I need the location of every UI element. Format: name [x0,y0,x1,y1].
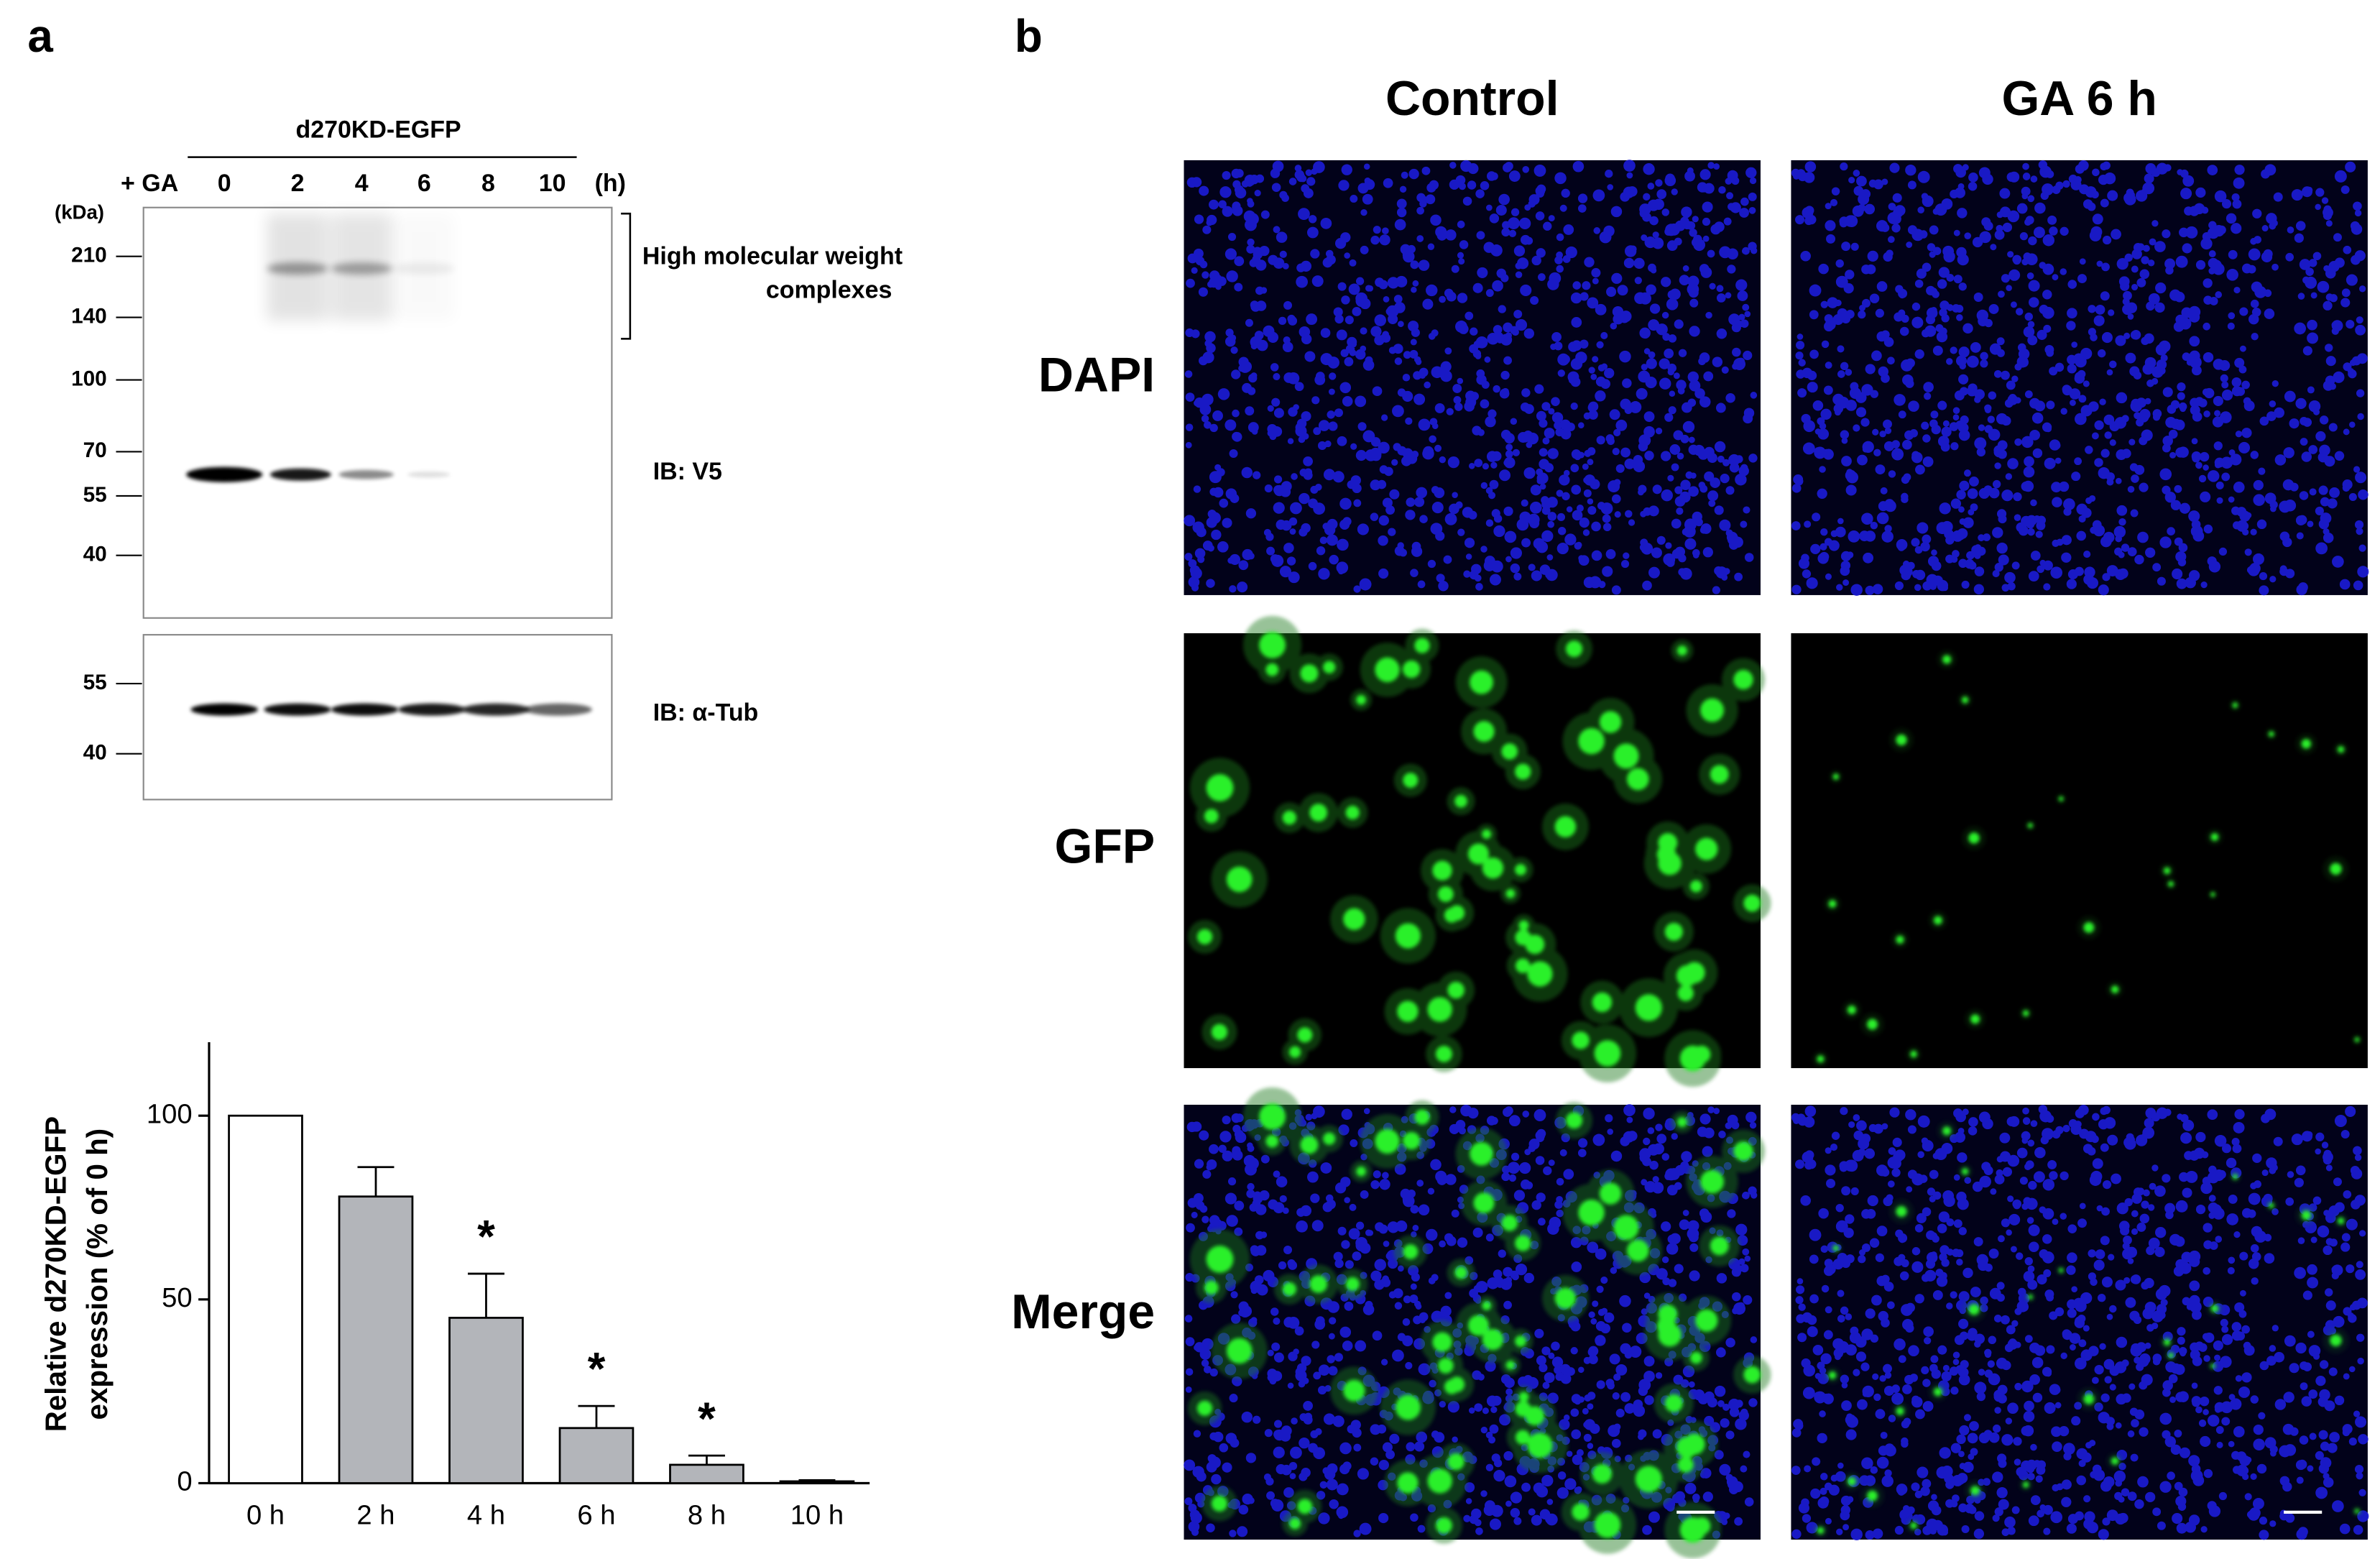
blot-frame [142,634,613,801]
micrograph [1184,160,1761,595]
bar [669,1463,744,1484]
significance: * [698,1393,716,1444]
micrograph [1791,1105,2369,1541]
x-tick-label: 10 h [790,1499,844,1530]
lane-label: 2 [291,170,305,197]
error-bar [468,1272,504,1318]
marker-label: 140 [71,304,107,328]
x-tick-label: 0 h [246,1499,285,1530]
micrograph-background [1791,633,2368,1069]
unit-label: (kDa) [55,201,104,223]
y-tick-label: 50 [162,1282,192,1313]
micrograph [1791,633,2368,1069]
x-tick-label: 8 h [688,1499,726,1530]
treatment-label: + GA [121,170,178,197]
gfp-cells [1196,1103,1761,1543]
panel-label: b [1015,11,1043,62]
smear-band [393,262,455,275]
band [407,471,451,478]
significance: * [588,1343,606,1394]
marker-label: 40 [83,741,107,765]
marker-label: 210 [71,243,107,267]
y-axis-title-line: expression (% of 0 h) [80,1128,114,1420]
band [264,703,331,716]
band [462,703,530,716]
smear-band [331,262,392,275]
row-title: Merge [1011,1285,1155,1339]
marker-label: 40 [83,543,107,566]
nuclei [1184,160,1758,595]
y-axis-title: Relative d270KD-EGFP expression (% of 0 h… [39,1116,113,1432]
x-tick-label: 2 h [356,1499,395,1530]
marker-label: 55 [83,483,107,507]
gfp-cells [1817,655,2360,1063]
x-tick-label: 6 h [577,1499,615,1530]
row-title: DAPI [1038,348,1155,402]
gfp-cells [1196,631,1761,1072]
bar [779,1480,855,1484]
unit-label: (h) [595,170,626,197]
bar [558,1427,635,1484]
micrograph [1184,1087,1771,1559]
band [269,468,331,481]
column-title: GA 6 h [2001,72,2157,126]
band [186,466,263,482]
band [398,703,466,716]
lane-label: 8 [481,170,495,197]
band [331,703,399,716]
lane-label: 0 [218,170,231,197]
nuclei [1184,1104,1758,1540]
error-bar [798,1479,836,1481]
y-tick-label: 0 [177,1466,192,1497]
gfp-cells [1817,1126,2360,1535]
lane-label: 10 [539,170,566,197]
column-title: Control [1385,72,1559,126]
probe-label: IB: V5 [653,458,722,485]
significance: * [477,1211,495,1262]
marker-label: 70 [83,438,107,462]
probe-label: IB: α-Tub [653,699,759,727]
micrograph [1791,160,2369,596]
construct-label: d270KD-EGFP [296,116,461,144]
y-tick-label: 100 [147,1098,193,1129]
band [338,469,394,479]
lane-label: 4 [355,170,369,197]
error-bar [688,1454,725,1465]
smear-band [267,262,328,275]
marker-label: 100 [71,367,107,390]
bracket [621,212,632,340]
x-tick-label: 4 h [467,1499,505,1530]
y-axis-title-line: Relative d270KD-EGFP [39,1116,72,1432]
micrograph [1184,615,1771,1087]
lane-label: 6 [418,170,431,197]
error-bar [578,1404,615,1428]
nuclei [1791,1105,2369,1541]
annotation: complexes [766,276,892,303]
nuclei [1791,160,2369,596]
bar [338,1195,414,1484]
band [190,703,258,716]
band [525,703,592,716]
bar [448,1317,524,1484]
bar [228,1114,303,1484]
annotation: High molecular weight [642,243,903,270]
marker-label: 55 [83,671,107,694]
panel-label: a [27,11,53,62]
error-bar [357,1166,395,1197]
row-title: GFP [1055,819,1156,873]
